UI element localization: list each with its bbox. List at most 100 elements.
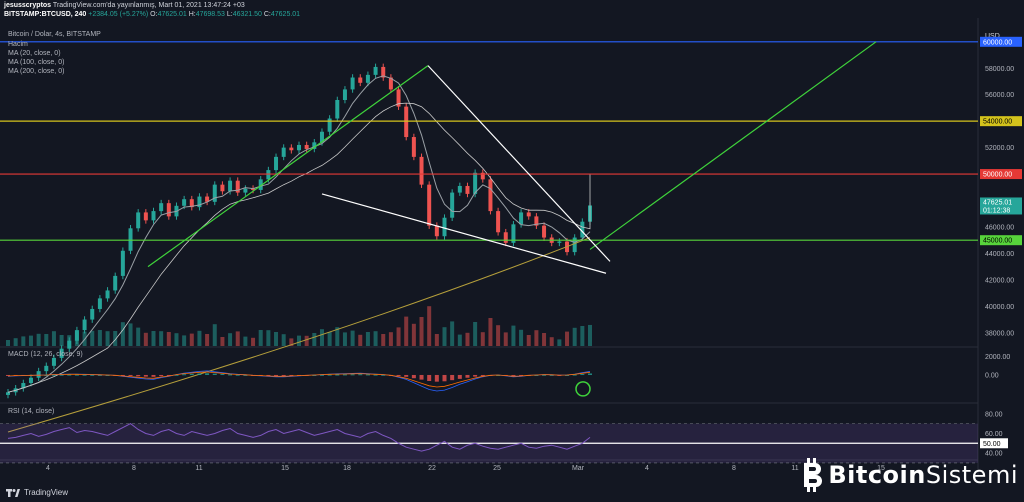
macd-histogram-bar bbox=[82, 374, 87, 376]
candle-body bbox=[235, 180, 240, 193]
macd-histogram-bar bbox=[365, 374, 370, 376]
macd-histogram-bar bbox=[588, 373, 592, 375]
overlay-label-ma20[interactable]: MA (20, close, 0) bbox=[8, 50, 61, 57]
macd-histogram-bar bbox=[465, 374, 470, 378]
volume-bar bbox=[335, 327, 340, 346]
macd-histogram-bar bbox=[327, 374, 332, 376]
macd-histogram-bar bbox=[274, 374, 279, 376]
macd-label[interactable]: MACD (12, 26, close, 9) bbox=[8, 351, 83, 358]
macd-histogram-bar bbox=[450, 374, 455, 381]
volume-bar bbox=[557, 339, 562, 346]
level-label-54000: 54000.00 bbox=[983, 119, 1012, 126]
volume-bar bbox=[28, 335, 33, 346]
macd-histogram-bar bbox=[442, 374, 447, 382]
overlay-label-ma200[interactable]: MA (200, close, 0) bbox=[8, 68, 65, 75]
candle-body bbox=[465, 185, 470, 194]
macd-histogram-bar bbox=[151, 374, 156, 377]
last-price-tag bbox=[980, 197, 1022, 215]
macd-histogram-bar bbox=[312, 374, 317, 376]
candle-body bbox=[419, 156, 424, 185]
candle-body bbox=[205, 196, 210, 202]
candle-body bbox=[503, 232, 508, 243]
volume-bar bbox=[549, 337, 554, 346]
candle-body bbox=[166, 203, 171, 217]
macd-histogram-bar bbox=[542, 374, 547, 376]
volume-bar bbox=[274, 332, 279, 346]
candle-body bbox=[473, 172, 478, 194]
tradingview-icon bbox=[6, 488, 20, 497]
volume-bar bbox=[235, 331, 240, 346]
candle-body bbox=[67, 340, 72, 349]
volume-bar bbox=[159, 331, 164, 346]
volume-bar bbox=[496, 325, 501, 346]
overlay-label-title[interactable]: Bitcoin / Dolar, 4s, BITSTAMP bbox=[8, 31, 101, 38]
volume-bar bbox=[503, 332, 508, 346]
volume-bar bbox=[59, 335, 64, 346]
candle-body bbox=[6, 392, 10, 395]
candle-body bbox=[36, 371, 41, 378]
time-tick-label: 4 bbox=[645, 465, 649, 472]
candle-body bbox=[228, 180, 233, 192]
macd-histogram-bar bbox=[212, 373, 217, 375]
candle-body bbox=[396, 89, 401, 107]
time-tick-label: 11 bbox=[791, 465, 798, 472]
last-price-label: 47625.01 bbox=[983, 199, 1012, 206]
volume-bar bbox=[312, 333, 317, 346]
level-label-bg bbox=[980, 235, 1022, 246]
volume-bar bbox=[381, 334, 386, 346]
candle-body bbox=[450, 192, 455, 218]
time-tick-label: 8 bbox=[132, 465, 136, 472]
macd-histogram-bar bbox=[44, 374, 49, 376]
symbol-line: BITSTAMP:BTCUSD, 240 +2384.05 (+5.27%) O… bbox=[4, 11, 301, 18]
macd-histogram-bar bbox=[549, 374, 554, 376]
macd-histogram-bar bbox=[243, 374, 248, 376]
low-value: 46321.50 bbox=[232, 11, 262, 18]
candle-body bbox=[511, 224, 516, 243]
macd-histogram-bar bbox=[266, 374, 271, 376]
overlay-label-ma100[interactable]: MA (100, close, 0) bbox=[8, 59, 65, 66]
candle-body bbox=[82, 319, 87, 331]
volume-bar bbox=[174, 333, 179, 346]
macd-histogram-bar bbox=[572, 374, 577, 376]
macd-histogram-bar bbox=[281, 374, 286, 376]
volume-bar bbox=[120, 322, 125, 346]
macd-histogram-bar bbox=[136, 374, 141, 377]
volume-bar bbox=[350, 330, 355, 346]
price-tick-label: 56000.00 bbox=[985, 92, 1014, 99]
rsi-label[interactable]: RSI (14, close) bbox=[8, 408, 55, 415]
volume-bar bbox=[90, 330, 95, 346]
price-tick-label: 58000.00 bbox=[985, 66, 1014, 73]
candle-body bbox=[44, 365, 49, 372]
volume-bar bbox=[297, 335, 301, 346]
rsi-tick-label: 60.00 bbox=[985, 431, 1003, 438]
ma100-line bbox=[7, 102, 591, 393]
volume-bar bbox=[511, 325, 516, 346]
level-label-45000: 45000.00 bbox=[983, 238, 1012, 245]
macd-highlight-circle bbox=[575, 381, 591, 397]
volume-bar bbox=[473, 322, 478, 346]
volume-bar bbox=[419, 317, 424, 346]
volume-bar bbox=[228, 333, 233, 346]
published-date: TradingView.com'da yayınlanmış, Mart 01,… bbox=[52, 2, 245, 9]
macd-histogram-bar bbox=[51, 374, 56, 376]
time-tick-label: 18 bbox=[343, 465, 351, 472]
macd-histogram-bar bbox=[67, 374, 72, 376]
symbol: BITSTAMP:BTCUSD, 240 bbox=[4, 11, 87, 18]
overlay-label-volume[interactable]: Hacim bbox=[8, 41, 28, 48]
volume-bar bbox=[205, 334, 210, 346]
volume-bar bbox=[342, 332, 347, 346]
volume-bar bbox=[572, 327, 577, 346]
candle-body bbox=[557, 241, 562, 243]
macd-histogram-bar bbox=[166, 374, 171, 376]
candle-body bbox=[457, 185, 462, 193]
candle-body bbox=[388, 77, 393, 90]
rsi-tick-label: 80.00 bbox=[985, 411, 1003, 418]
candle-body bbox=[182, 199, 187, 206]
volume-bar bbox=[166, 332, 171, 346]
volume-bar bbox=[358, 334, 363, 346]
macd-histogram-bar bbox=[228, 374, 233, 376]
candle-body bbox=[220, 184, 225, 192]
tradingview-logo[interactable]: TradingView bbox=[6, 488, 68, 497]
candle-body bbox=[212, 184, 217, 202]
volume-bar bbox=[13, 338, 18, 346]
